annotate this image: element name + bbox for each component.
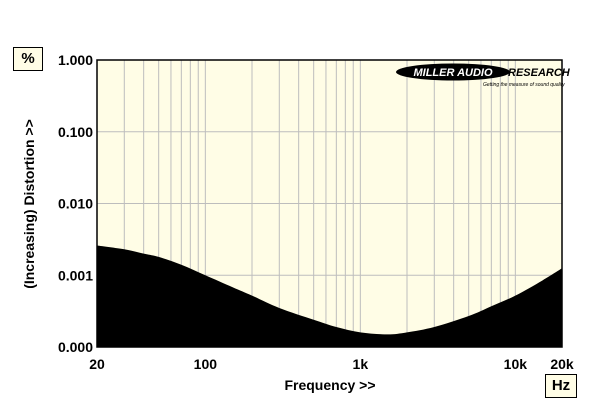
logo-tagline: Getting the measure of sound quality [483,82,565,88]
x-tick-label: 20k [550,356,574,372]
logo-badge [396,63,510,81]
x-unit-label: Hz [545,374,577,398]
distortion-fill-layer [97,245,562,347]
y-tick-labels: 0.000 0.001 0.010 0.100 1.000 [58,52,93,355]
y-tick-label: 0.000 [58,339,93,355]
y-tick-label: 0.001 [58,267,93,283]
logo: MILLER AUDIO RESEARCH Getting the measur… [396,63,571,88]
y-axis-title: (Increasing) Distortion >> [21,119,37,289]
x-tick-label: 10k [504,356,528,372]
y-tick-label: 1.000 [58,52,93,68]
y-unit-label: % [13,47,43,71]
x-tick-labels: 20 100 1k 10k 20k [89,356,574,372]
x-tick-label: 100 [194,356,218,372]
x-tick-label: 20 [89,356,105,372]
distortion-area [97,245,562,347]
logo-left-text: MILLER AUDIO [413,67,492,79]
grid-lines [97,60,562,347]
x-tick-label: 1k [353,356,369,372]
y-tick-label: 0.010 [58,196,93,212]
logo-right-text: RESEARCH [508,67,571,79]
y-tick-label: 0.100 [58,124,93,140]
plot-border [96,59,563,348]
x-axis-title: Frequency >> [284,377,375,393]
